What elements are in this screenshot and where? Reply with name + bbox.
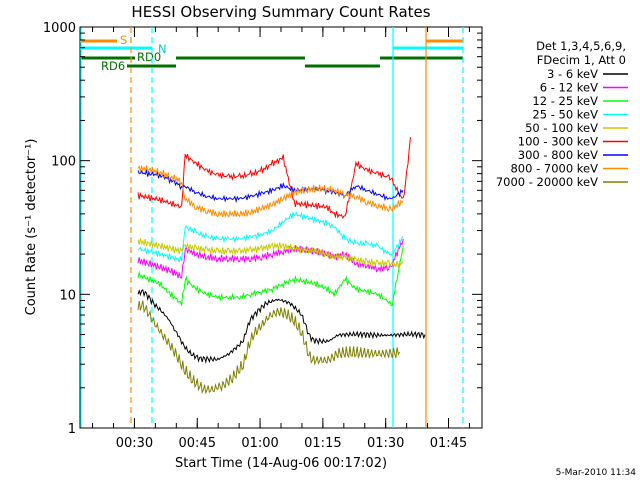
legend-entry-label: 7000 - 20000 keV (496, 175, 598, 189)
legend-entry-label: 6 - 12 keV (540, 81, 598, 95)
x-tick-label: 01:00 (241, 436, 278, 451)
legend-entry-label: 50 - 100 keV (525, 121, 598, 135)
legend-entry-label: 3 - 6 keV (547, 67, 598, 81)
series-line (137, 289, 426, 364)
y-tick-label: 100 (51, 155, 76, 170)
flag-label-n: N (158, 42, 167, 56)
series-line (137, 164, 404, 219)
series-line (137, 137, 411, 219)
x-tick-label: 01:15 (304, 436, 341, 451)
chart-title: HESSI Observing Summary Count Rates (131, 3, 430, 21)
axis-ticks: 1 10 100 1000 00:30 00:45 01:00 01:15 01:30 01:45 (43, 21, 482, 451)
series-line (137, 238, 404, 279)
y-tick-label: 1 (68, 422, 76, 437)
x-tick-label: 01:30 (367, 436, 404, 451)
x-tick-label: 01:45 (430, 436, 467, 451)
x-axis-label: Start Time (14-Aug-06 00:17:02) (175, 456, 387, 471)
flag-label-rd6: RD6 (101, 59, 125, 73)
legend-entry-label: 300 - 800 keV (518, 148, 598, 162)
series-layer (137, 137, 426, 395)
legend-entry-label: 100 - 300 keV (518, 135, 598, 149)
legend-header-line1: Det 1,3,4,5,6,9, (536, 39, 626, 53)
flag-label-s: S (120, 33, 127, 47)
y-tick-label: 10 (59, 288, 76, 303)
series-line (137, 168, 404, 204)
flag-bars (80, 39, 463, 68)
flag-label-rd0: RD0 (137, 50, 161, 64)
series-line (137, 238, 404, 269)
y-tick-label: 1000 (43, 21, 76, 36)
series-line (137, 300, 401, 395)
legend-header-line2: FDecim 1, Att 0 (537, 53, 626, 67)
footer-timestamp: 5-Mar-2010 11:34 (556, 468, 637, 478)
legend-entry-label: 25 - 50 keV (532, 108, 598, 122)
time-marker-lines (80, 27, 464, 428)
y-axis-label: Count Rate (s⁻¹ detector⁻¹) (24, 139, 39, 316)
legend-entry-label: 12 - 25 keV (532, 94, 598, 108)
x-tick-label: 00:30 (116, 436, 153, 451)
series-line (137, 245, 404, 307)
legend-entry-label: 800 - 7000 keV (510, 162, 598, 176)
plot-frame (79, 26, 483, 429)
series-line (137, 211, 404, 263)
x-tick-label: 00:45 (179, 436, 216, 451)
